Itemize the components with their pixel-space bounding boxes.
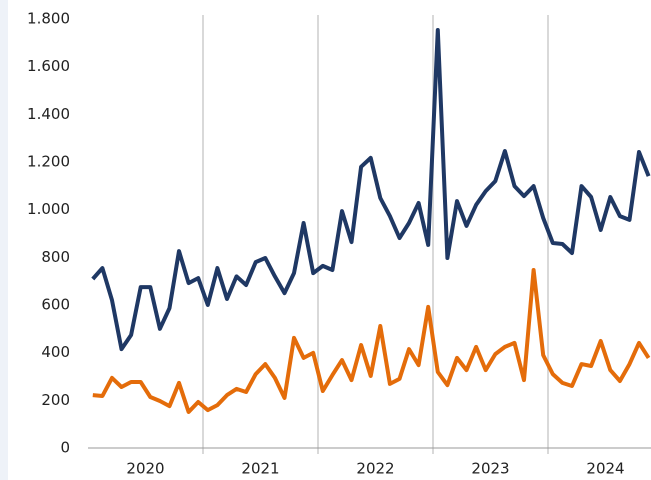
y-tick-label: 1.000 [27, 200, 70, 218]
y-tick-label: 1.600 [27, 57, 70, 75]
x-tick-label: 2024 [586, 460, 624, 478]
y-tick-label: 200 [41, 391, 70, 409]
y-tick-label: 600 [41, 296, 70, 314]
x-tick-label: 2023 [471, 460, 509, 478]
y-tick-label: 0 [60, 439, 70, 457]
y-tick-label: 800 [41, 248, 70, 266]
y-tick-label: 1.800 [27, 10, 70, 28]
y-tick-label: 400 [41, 343, 70, 361]
x-tick-label: 2021 [241, 460, 279, 478]
series-line [92, 268, 651, 414]
x-tick-label: 2020 [126, 460, 164, 478]
y-tick-label: 1.400 [27, 105, 70, 123]
left-strip [0, 0, 8, 480]
y-tick-label: 1.200 [27, 153, 70, 171]
x-tick-label: 2022 [356, 460, 394, 478]
series-line [91, 28, 651, 352]
